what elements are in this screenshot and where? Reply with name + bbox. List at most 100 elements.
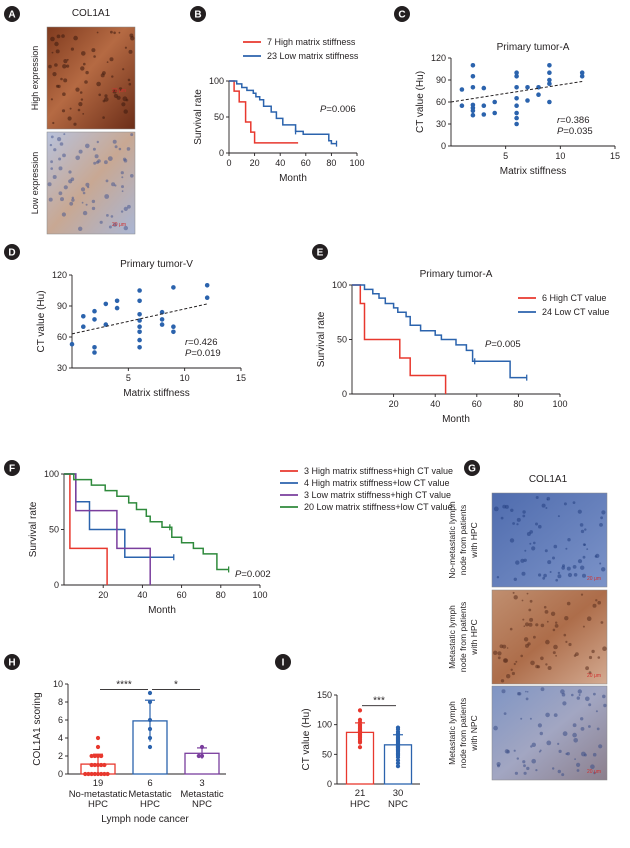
cell-nucleus <box>91 206 96 211</box>
category-n: 3 <box>199 778 204 789</box>
cell-nucleus <box>520 717 523 720</box>
cell-nucleus <box>110 215 114 218</box>
data-dot <box>95 744 101 750</box>
cell-nucleus <box>542 576 546 580</box>
cell-nucleus <box>594 555 597 558</box>
cell-nucleus <box>549 571 552 573</box>
cell-nucleus <box>579 523 584 527</box>
cell-nucleus <box>543 573 547 578</box>
stat-label: P=0.019 <box>185 348 221 359</box>
y-tick-label: 6 <box>58 715 63 725</box>
x-tick-label: 10 <box>180 373 190 383</box>
panel-g-image-3 <box>491 685 608 781</box>
x-tick-label: 60 <box>301 158 311 168</box>
cell-nucleus <box>123 225 128 231</box>
y-tick-label: 2 <box>58 751 63 761</box>
cell-nucleus <box>601 510 606 515</box>
cell-nucleus <box>82 113 85 115</box>
scale-bar-label: 20 μm <box>587 769 601 775</box>
cell-nucleus <box>523 637 529 642</box>
cell-nucleus <box>506 647 509 649</box>
scatter-point <box>137 312 142 317</box>
scale-bar-label: 20 μm <box>587 576 601 582</box>
y-axis-label: CT value (Hu) <box>301 708 312 770</box>
panel-g-label-line: with HPC <box>469 619 479 655</box>
cell-nucleus <box>54 41 59 47</box>
y-tick-label: 0 <box>342 389 347 399</box>
cell-nucleus <box>78 149 83 154</box>
data-dot <box>92 762 97 768</box>
cell-nucleus <box>513 749 516 752</box>
data-dot <box>95 771 101 777</box>
cell-nucleus <box>50 167 53 170</box>
cell-nucleus <box>62 64 67 69</box>
cell-nucleus <box>533 541 536 545</box>
legend-entry: 24 Low CT value <box>542 307 609 317</box>
category-label: HPC <box>140 799 160 810</box>
panel-a-low-label: Low expression <box>30 152 40 215</box>
cell-nucleus <box>596 727 600 731</box>
cell-nucleus <box>521 599 524 602</box>
cell-nucleus <box>572 732 577 738</box>
cell-nucleus <box>493 506 499 512</box>
cell-nucleus <box>77 108 81 112</box>
cell-nucleus <box>509 627 513 631</box>
cell-nucleus <box>91 48 96 53</box>
cell-nucleus <box>538 750 541 753</box>
cell-nucleus <box>580 717 584 721</box>
cell-nucleus <box>580 593 584 596</box>
cell-nucleus <box>525 690 527 693</box>
cell-nucleus <box>497 656 501 660</box>
cell-nucleus <box>565 547 568 550</box>
panel-letter-badge <box>4 6 20 22</box>
cell-nucleus <box>500 679 505 683</box>
category-label: NPC <box>388 799 408 810</box>
cell-nucleus <box>538 573 542 577</box>
cell-nucleus <box>524 549 527 552</box>
panel-letter-g: G <box>468 464 476 475</box>
km-curve-red <box>229 80 299 144</box>
scatter-point <box>514 115 519 121</box>
cell-nucleus <box>63 59 68 64</box>
cell-nucleus <box>512 591 515 594</box>
scatter-point <box>69 341 75 347</box>
cell-nucleus <box>592 752 597 757</box>
x-axis-label: Matrix stiffness <box>500 166 567 177</box>
scatter-point <box>171 329 176 335</box>
cell-nucleus <box>114 145 118 149</box>
scatter-point <box>547 63 552 68</box>
cell-nucleus <box>557 742 560 746</box>
x-tick-label: 60 <box>177 590 187 600</box>
cell-nucleus <box>71 198 75 202</box>
x-tick-label: 0 <box>226 158 231 168</box>
panel-a-high-image <box>46 26 136 130</box>
category-n: 21 <box>355 788 366 799</box>
cell-nucleus <box>573 654 577 657</box>
cell-nucleus <box>576 762 581 768</box>
scatter-point <box>92 345 97 350</box>
cell-nucleus <box>80 187 86 192</box>
cell-nucleus <box>567 538 571 542</box>
y-tick-label: 30 <box>57 363 67 373</box>
cell-nucleus <box>522 618 525 621</box>
scatter-point <box>137 288 142 293</box>
data-dot <box>92 753 97 759</box>
data-dot <box>395 725 401 730</box>
cell-nucleus <box>502 658 508 663</box>
panel-g-title: COL1A1 <box>529 474 568 485</box>
cell-nucleus <box>557 769 561 774</box>
cell-nucleus <box>547 666 552 670</box>
scatter-point <box>579 70 585 75</box>
data-dot <box>95 762 101 768</box>
x-tick-label: 20 <box>250 158 260 168</box>
cell-nucleus <box>67 116 72 121</box>
cell-nucleus <box>580 727 585 731</box>
data-dot <box>102 762 107 768</box>
y-tick-label: 90 <box>57 301 67 311</box>
cell-nucleus <box>523 558 527 562</box>
y-tick-label: 100 <box>317 720 332 730</box>
panel-g-label-line: node from patients <box>458 602 468 672</box>
cell-nucleus <box>600 621 604 624</box>
cell-nucleus <box>527 642 531 646</box>
scatter-point <box>525 98 530 103</box>
